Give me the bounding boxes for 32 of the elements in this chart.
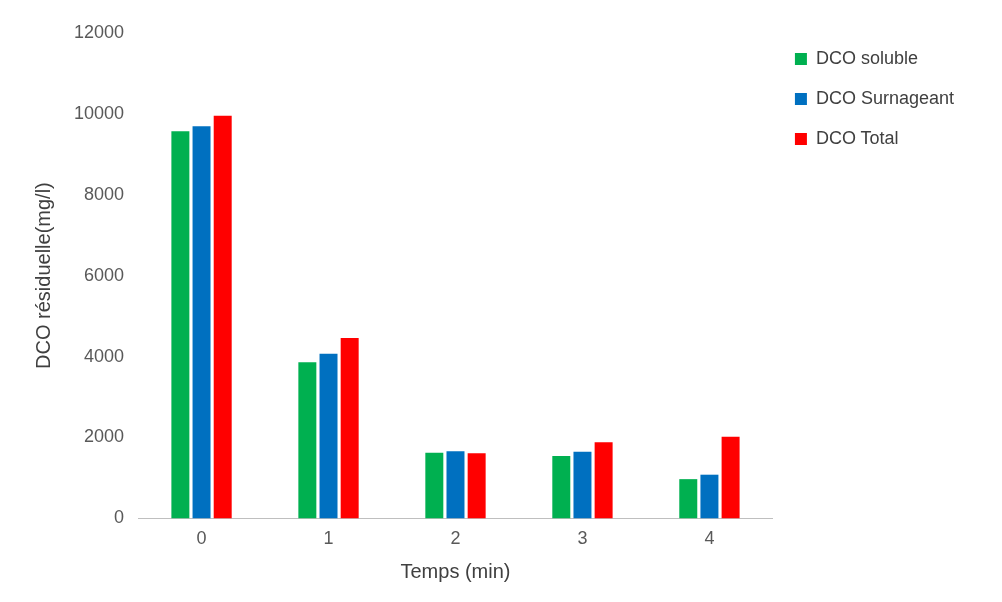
bar — [192, 126, 211, 519]
bar — [298, 362, 317, 519]
y-tick-label: 2000 — [84, 426, 125, 447]
bar — [340, 337, 359, 519]
x-tick-label: 3 — [577, 528, 588, 549]
bar — [425, 452, 444, 519]
x-tick-label: 1 — [323, 528, 334, 549]
y-axis-title: DCO résiduelle(mg/l) — [31, 182, 54, 369]
legend-label: DCO Total — [815, 127, 899, 148]
bar — [679, 479, 698, 519]
y-tick-label: 6000 — [84, 264, 125, 285]
y-tick-label: 0 — [114, 507, 125, 528]
x-tick-label: 0 — [196, 528, 207, 549]
bar — [319, 353, 338, 519]
bar — [594, 442, 613, 519]
y-tick-label: 8000 — [84, 183, 125, 204]
bar — [573, 451, 592, 519]
bar — [552, 456, 571, 519]
x-tick-label: 2 — [450, 528, 461, 549]
bar — [467, 453, 486, 519]
x-axis-title: Temps (min) — [400, 559, 511, 582]
bar — [171, 131, 190, 519]
y-tick-label: 10000 — [73, 102, 125, 123]
bar — [700, 474, 719, 519]
legend-label: DCO Surnageant — [815, 87, 954, 108]
legend-label: DCO soluble — [815, 47, 918, 68]
bar — [721, 436, 740, 519]
bar — [213, 115, 232, 519]
y-tick-label: 12000 — [73, 21, 125, 42]
x-tick-label: 4 — [704, 528, 715, 549]
y-tick-label: 4000 — [84, 345, 125, 366]
bar — [446, 451, 465, 519]
